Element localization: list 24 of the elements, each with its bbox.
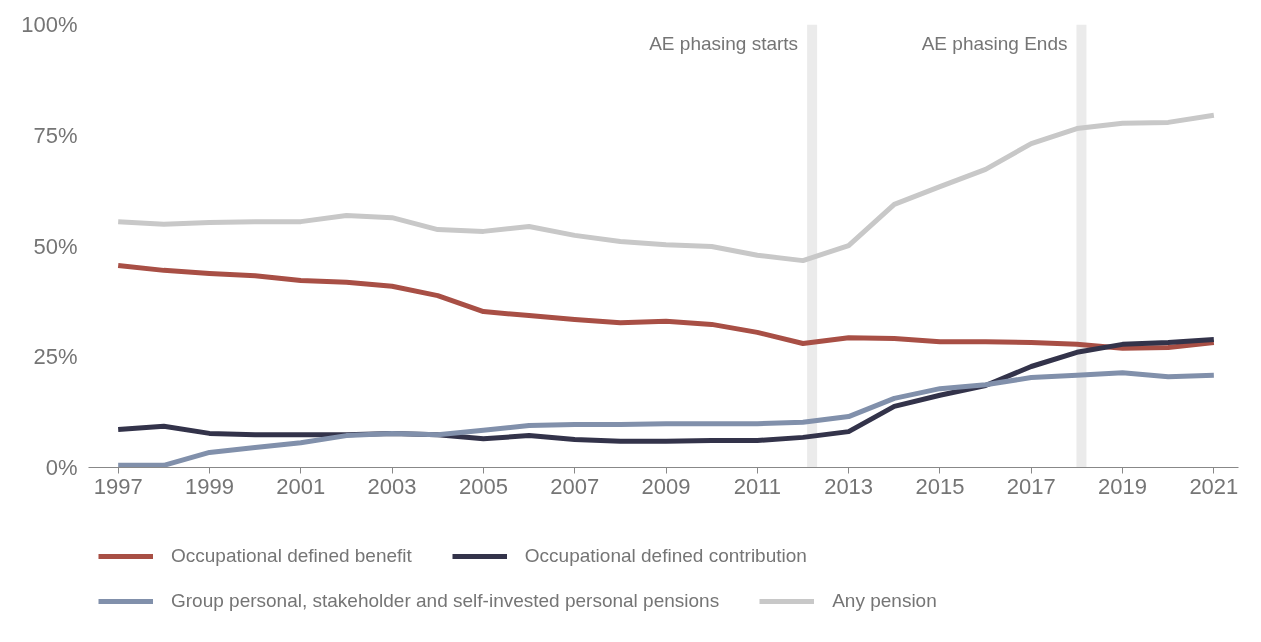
x-tick-label: 2003 (367, 473, 417, 499)
legend-label: Group personal, stakeholder and self-invested personal pensions (171, 590, 720, 612)
ref-line-label: AE phasing starts (649, 32, 799, 54)
x-tick-label: 2011 (733, 473, 781, 499)
x-tick-label: 2005 (458, 473, 508, 499)
y-tick-label: 100% (21, 12, 78, 37)
y-tick-label: 25% (33, 344, 78, 370)
x-tick-label: 2001 (276, 473, 326, 499)
legend-label: Occupational defined benefit (171, 545, 412, 567)
legend-label: Any pension (832, 590, 937, 612)
x-tick-label: 2019 (1098, 473, 1148, 499)
x-tick-label: 2007 (550, 473, 600, 499)
x-tick-label: 2017 (1006, 473, 1056, 499)
y-tick-label: 0% (45, 455, 78, 480)
x-tick-label: 1997 (93, 473, 143, 499)
x-tick-label: 2021 (1189, 473, 1239, 499)
x-tick-label: 1999 (185, 473, 234, 499)
x-tick-label: 2009 (641, 473, 691, 499)
x-tick-label: 2013 (824, 473, 874, 499)
legend-label: Occupational defined contribution (524, 545, 807, 567)
x-tick-label: 2015 (915, 473, 965, 499)
ref-line-label: AE phasing Ends (921, 32, 1068, 54)
y-tick-label: 50% (33, 233, 78, 259)
y-tick-label: 75% (33, 122, 78, 148)
